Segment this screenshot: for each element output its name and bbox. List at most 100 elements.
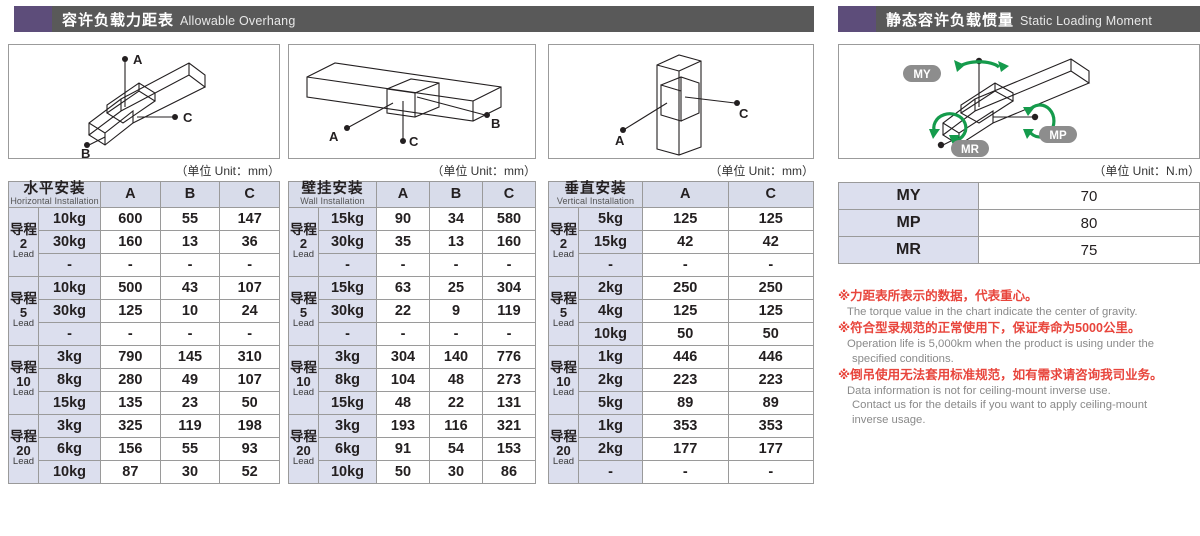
overhang-value-a: 35 [376, 229, 430, 254]
overhang-value-a: 160 [100, 229, 161, 254]
overhang-value-b: 23 [159, 390, 221, 415]
table-row: 导程 10 Lead 3kg 790 145 310 [8, 344, 280, 415]
moment-label-mp: MP [1039, 126, 1077, 143]
overhang-value-a: 250 [642, 275, 729, 300]
section-title-static-loading-moment: 静态容许负载惯量 Static Loading Moment [838, 6, 1200, 32]
load-value-cell: - [318, 321, 377, 346]
column-header-a: A [100, 181, 161, 208]
load-value-cell: 5kg [578, 390, 643, 415]
note-text-en: inverse usage. [852, 413, 926, 426]
lead-group-label: 导程 20 Lead [288, 413, 319, 484]
diagram-label-a: A [329, 129, 339, 144]
overhang-value-c: 93 [219, 436, 280, 461]
table-row: 15kg 42 42 [549, 229, 814, 254]
overhang-value-b: 140 [429, 344, 483, 369]
overhang-value-c: 198 [219, 413, 280, 438]
lead-group-label: 导程 10 Lead [8, 344, 39, 415]
overhang-value-c: 446 [727, 344, 814, 369]
table-row: ---- [289, 321, 536, 346]
overhang-value-c: - [482, 252, 536, 277]
table-row: 6kg 91 54 153 [289, 436, 536, 461]
load-value-cell: 2kg [578, 367, 643, 392]
overhang-value-b: - [159, 321, 221, 346]
table-row: 导程 20 Lead 3kg 193 116 321 [288, 413, 536, 484]
load-value-cell: 15kg [318, 390, 377, 415]
overhang-value-b: 13 [429, 229, 483, 254]
overhang-value-c: - [727, 252, 814, 277]
overhang-value-c: 353 [727, 413, 814, 438]
overhang-value-b: 13 [159, 229, 221, 254]
moment-row: MP 80 [838, 209, 1200, 237]
load-value-cell: 3kg [318, 344, 377, 369]
table-title-cn: 垂直安装 [564, 181, 627, 197]
overhang-value-c: 153 [482, 436, 536, 461]
moment-arrow-mp [1023, 103, 1056, 139]
unit-caption-nm-moment: （单位 Unit：N.m） [1093, 164, 1200, 178]
overhang-value-c: 304 [482, 275, 536, 300]
table-row: 10kg 50 50 [549, 321, 814, 346]
lead-group-label: 导程 20 Lead [548, 413, 579, 484]
table-row: 30kg 160 13 36 [9, 229, 280, 254]
load-value-cell: 1kg [578, 413, 643, 438]
lead-group-label: 导程 20 Lead [8, 413, 39, 484]
overhang-value-c: - [727, 459, 814, 484]
lead-group-label: 导程 2 Lead [548, 206, 579, 277]
diagram-label-a: A [615, 133, 625, 148]
diagram-label-c: C [739, 106, 749, 121]
table-title-cn: 水平安装 [23, 181, 86, 197]
point-marker-c [172, 114, 178, 120]
overhang-value-c: 107 [219, 367, 280, 392]
table-row: ---- [9, 252, 280, 277]
unit-caption-mm-wall: （单位 Unit：mm） [431, 164, 536, 178]
overhang-value-c: - [482, 321, 536, 346]
overhang-value-c: 147 [219, 206, 280, 231]
overhang-value-c: 86 [482, 459, 536, 484]
section-title-allowable-overhang: 容许负载力距表 Allowable Overhang [14, 6, 814, 32]
load-value-cell: 30kg [37, 229, 102, 254]
overhang-value-c: 223 [727, 367, 814, 392]
overhang-value-c: 119 [482, 298, 536, 323]
overhang-value-b: - [159, 252, 221, 277]
note-item: ※符合型录规范的正常使用下，保证寿命为5000公里。 Operation life… [838, 320, 1200, 366]
point-marker-a [620, 127, 626, 133]
overhang-value-a: 125 [100, 298, 161, 323]
table-row: 6kg 156 55 93 [9, 436, 280, 461]
note-text-cn: ※力距表所表示的数据，代表重心。 [838, 289, 1038, 303]
overhang-value-a: 304 [376, 344, 430, 369]
overhang-value-a: 193 [376, 413, 430, 438]
overhang-value-a: - [376, 321, 430, 346]
overhang-value-a: 22 [376, 298, 430, 323]
table-horizontal-installation: 水平安装 Horizontal Installation A B C 导程 2 Lead 10k… [7, 181, 280, 484]
load-value-cell: 10kg [37, 275, 102, 300]
moment-arrow-mr [929, 112, 968, 145]
overhang-value-c: 42 [727, 229, 814, 254]
overhang-value-a: 50 [642, 321, 729, 346]
overhang-value-a: 135 [100, 390, 161, 415]
table-title-cell: 垂直安装 Vertical Installation [548, 181, 643, 208]
table-row: --- [549, 252, 814, 277]
table-row: 30kg 35 13 160 [289, 229, 536, 254]
point-marker-mp [1031, 113, 1039, 121]
overhang-value-b: 9 [429, 298, 483, 323]
load-value-cell: - [578, 459, 643, 484]
column-header-b: B [429, 181, 483, 208]
table-row: 导程 20 Lead 3kg 325 119 198 [8, 413, 280, 484]
table-row: 导程 20 Lead 1kg 353 353 [548, 413, 814, 484]
note-item: ※倒吊使用无法套用标准规范，如有需求请咨询我司业务。 Data informati… [838, 367, 1200, 427]
overhang-value-a: 104 [376, 367, 430, 392]
point-marker-c [734, 100, 740, 106]
overhang-value-b: 55 [159, 206, 221, 231]
load-value-cell: 6kg [37, 436, 102, 461]
load-value-cell: 10kg [37, 206, 102, 231]
unit-caption-mm-horizontal: （单位 Unit：mm） [175, 164, 280, 178]
load-value-cell: 15kg [578, 229, 643, 254]
overhang-value-c: - [219, 252, 280, 277]
note-text-en: The torque value in the chart indicate t… [847, 305, 1138, 318]
load-value-cell: - [318, 252, 377, 277]
overhang-value-a: 353 [642, 413, 729, 438]
title-swatch-purple [14, 6, 52, 32]
overhang-value-a: 325 [100, 413, 161, 438]
overhang-value-c: 125 [727, 298, 814, 323]
overhang-value-a: 177 [642, 436, 729, 461]
overhang-value-b: 10 [159, 298, 221, 323]
